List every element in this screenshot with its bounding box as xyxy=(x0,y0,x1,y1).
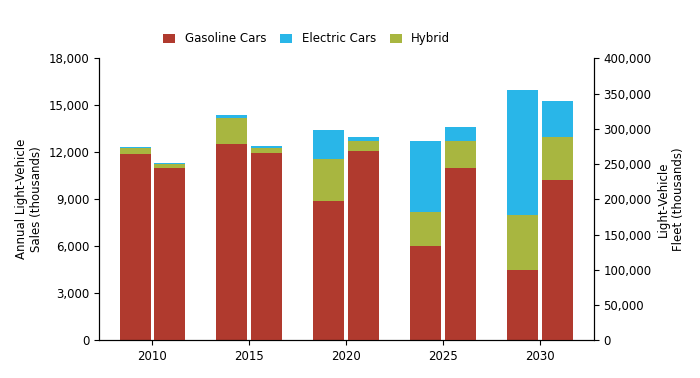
Bar xyxy=(542,137,573,180)
Bar xyxy=(542,101,573,137)
Bar xyxy=(445,127,476,141)
Bar xyxy=(314,130,344,158)
Bar xyxy=(314,201,344,340)
Bar xyxy=(508,270,538,340)
Bar xyxy=(410,141,442,212)
Y-axis label: Light-Vehicle
Fleet (thousands): Light-Vehicle Fleet (thousands) xyxy=(657,147,685,251)
Bar xyxy=(508,90,538,215)
Bar xyxy=(410,212,442,246)
Bar xyxy=(216,144,248,340)
Legend: Gasoline Cars, Electric Cars, Hybrid: Gasoline Cars, Electric Cars, Hybrid xyxy=(159,28,455,50)
Bar xyxy=(251,146,282,148)
Bar xyxy=(120,154,150,340)
Bar xyxy=(155,164,186,167)
Bar xyxy=(349,136,379,141)
Bar xyxy=(251,153,282,340)
Bar xyxy=(251,148,282,153)
Bar xyxy=(120,147,150,154)
Bar xyxy=(349,141,379,151)
Bar xyxy=(155,167,186,340)
Bar xyxy=(542,180,573,340)
Bar xyxy=(410,246,442,340)
Bar xyxy=(445,141,476,167)
Bar xyxy=(216,118,248,144)
Bar xyxy=(349,151,379,340)
Bar xyxy=(445,167,476,340)
Bar xyxy=(314,158,344,201)
Y-axis label: Annual Light-Vehicle
Sales (thousands): Annual Light-Vehicle Sales (thousands) xyxy=(15,139,43,259)
Bar xyxy=(508,215,538,270)
Bar xyxy=(216,115,248,118)
Bar xyxy=(155,163,186,164)
